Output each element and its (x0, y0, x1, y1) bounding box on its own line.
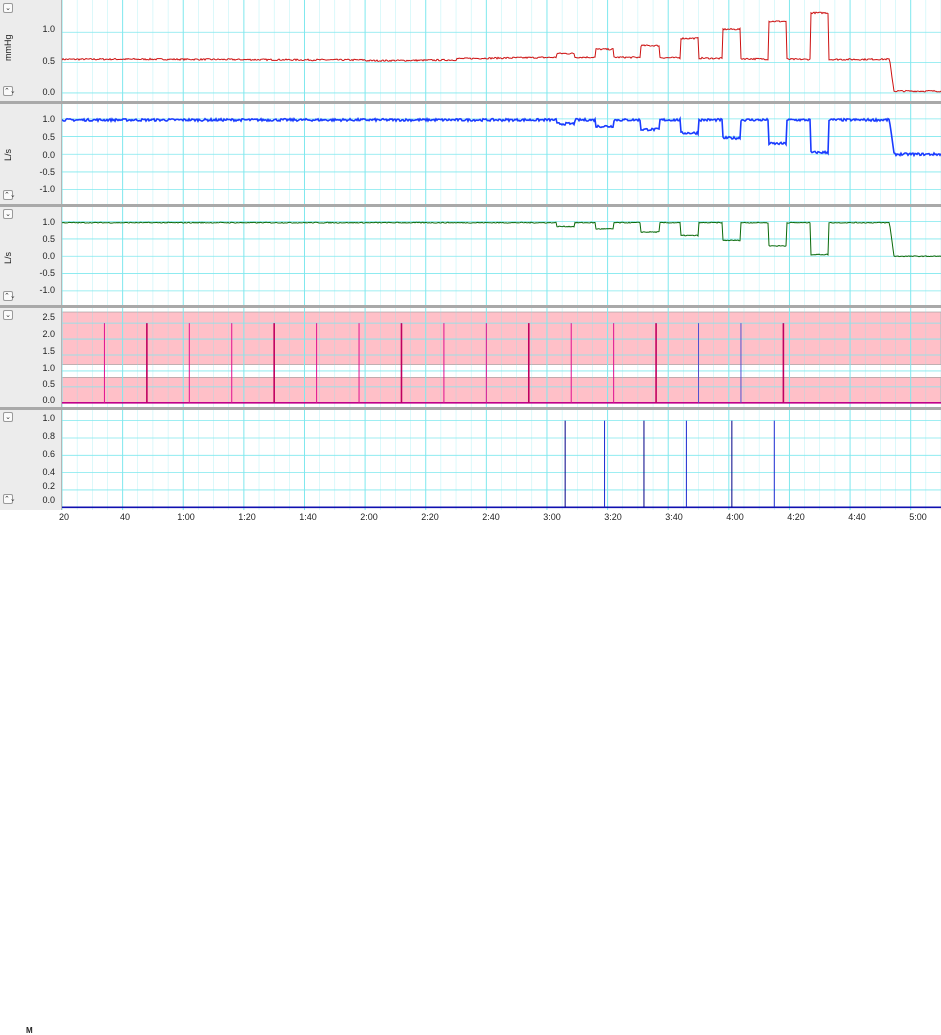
y-tick-label: 0.5 (42, 379, 55, 389)
channel-panel-3: ⌄ L/s ⌃⌄ 1.0 0.5 0.0 -0.5 -1.0 (0, 207, 941, 305)
signal-trace (62, 11, 941, 93)
y-tick-label: 2.0 (42, 329, 55, 339)
panel-divider[interactable] (0, 101, 941, 104)
channel-unit-label: L/s (3, 252, 13, 265)
channel-control-strip: ⌄ L/s ⌃⌄ 1.0 0.5 0.0 -0.5 -1.0 (0, 207, 62, 305)
y-tick-label: 0.0 (42, 495, 55, 505)
y-tick-label: 0.2 (42, 481, 55, 491)
channel-control-strip: ⌄ ⌃⌄ 1.0 0.8 0.6 0.4 0.2 0.0 (0, 410, 62, 510)
signal-trace (62, 115, 941, 158)
x-tick-label: 3:40 (665, 512, 683, 522)
plot-area-channel-4[interactable] (62, 308, 941, 407)
plot-area-channel-5[interactable] (62, 410, 941, 510)
scale-adjust-button[interactable]: ⌃⌄ (3, 494, 16, 504)
x-tick-label: 2:00 (360, 512, 378, 522)
x-tick-label: 1:40 (299, 512, 317, 522)
x-tick-label: 2:40 (482, 512, 500, 522)
channel-control-strip: ⌄ 2.5 2.0 1.5 1.0 0.5 0.0 (0, 308, 62, 407)
y-tick-label: 0.6 (42, 449, 55, 459)
x-tick-label: 3:20 (604, 512, 622, 522)
x-tick-label: 3:00 (543, 512, 561, 522)
x-tick-label: 1:00 (177, 512, 195, 522)
y-tick-label: 1.0 (42, 413, 55, 423)
y-tick-label: 1.5 (42, 346, 55, 356)
channel-unit-label: L/s (3, 149, 13, 162)
scale-adjust-button[interactable]: ⌃⌄ (3, 86, 16, 96)
scale-adjust-button[interactable]: ⌃⌄ (3, 190, 16, 200)
trace-svg (62, 308, 941, 407)
x-tick-label: 40 (119, 512, 131, 522)
signal-trace (62, 221, 941, 258)
y-tick-label: 0.5 (42, 56, 55, 66)
y-tick-label: 0.4 (42, 467, 55, 477)
y-tick-label: 0.0 (42, 87, 55, 97)
y-tick-label: 0.0 (42, 395, 55, 405)
collapse-toggle-button[interactable]: ⌄ (3, 209, 13, 219)
y-tick-label: -1.0 (39, 285, 55, 295)
trace-svg (62, 207, 941, 305)
panel-divider[interactable] (0, 204, 941, 207)
y-tick-label: 0.5 (42, 132, 55, 142)
x-tick-label: 4:00 (726, 512, 744, 522)
channel-panel-1: ⌄ mmHg ⌃⌄ 1.0 0.5 0.0 (0, 0, 941, 101)
x-tick-label: 4:40 (848, 512, 866, 522)
trace-svg (62, 410, 941, 510)
x-tick-label: 5:00 (909, 512, 927, 522)
y-tick-label: 2.5 (42, 312, 55, 322)
channel-control-strip: ⌄ mmHg ⌃⌄ 1.0 0.5 0.0 (0, 0, 62, 101)
trace-svg (62, 0, 941, 101)
scale-adjust-button[interactable]: ⌃⌄ (3, 291, 16, 301)
channel-panel-5: ⌄ ⌃⌄ 1.0 0.8 0.6 0.4 0.2 0.0 (0, 410, 941, 510)
trace-svg (62, 104, 941, 204)
y-tick-label: 0.0 (42, 251, 55, 261)
y-tick-label: 1.0 (42, 114, 55, 124)
panel-divider[interactable] (0, 407, 941, 410)
channel-unit-label: mmHg (3, 34, 13, 62)
y-tick-label: 0.5 (42, 234, 55, 244)
y-tick-label: 0.8 (42, 431, 55, 441)
x-tick-label: 20 (58, 512, 70, 522)
x-tick-label: 4:20 (787, 512, 805, 522)
x-tick-label: 1:20 (238, 512, 256, 522)
y-tick-label: -0.5 (39, 167, 55, 177)
y-tick-label: -1.0 (39, 184, 55, 194)
collapse-toggle-button[interactable]: ⌄ (3, 310, 13, 320)
collapse-toggle-button[interactable]: ⌄ (3, 412, 13, 422)
channel-panel-4: ⌄ 2.5 2.0 1.5 1.0 0.5 0.0 (0, 308, 941, 407)
channel-control-strip: L/s ⌃⌄ 1.0 0.5 0.0 -0.5 -1.0 (0, 104, 62, 204)
corner-label: M (26, 1026, 33, 1035)
y-tick-label: 1.0 (42, 24, 55, 34)
y-tick-label: -0.5 (39, 268, 55, 278)
panel-divider[interactable] (0, 305, 941, 308)
plot-area-channel-3[interactable] (62, 207, 941, 305)
plot-area-channel-2[interactable] (62, 104, 941, 204)
channel-panel-2: L/s ⌃⌄ 1.0 0.5 0.0 -0.5 -1.0 (0, 104, 941, 204)
collapse-toggle-button[interactable]: ⌄ (3, 3, 13, 13)
y-tick-label: 1.0 (42, 217, 55, 227)
y-tick-label: 1.0 (42, 363, 55, 373)
y-tick-label: 0.0 (42, 150, 55, 160)
plot-area-channel-1[interactable] (62, 0, 941, 101)
x-tick-label: 2:20 (421, 512, 439, 522)
